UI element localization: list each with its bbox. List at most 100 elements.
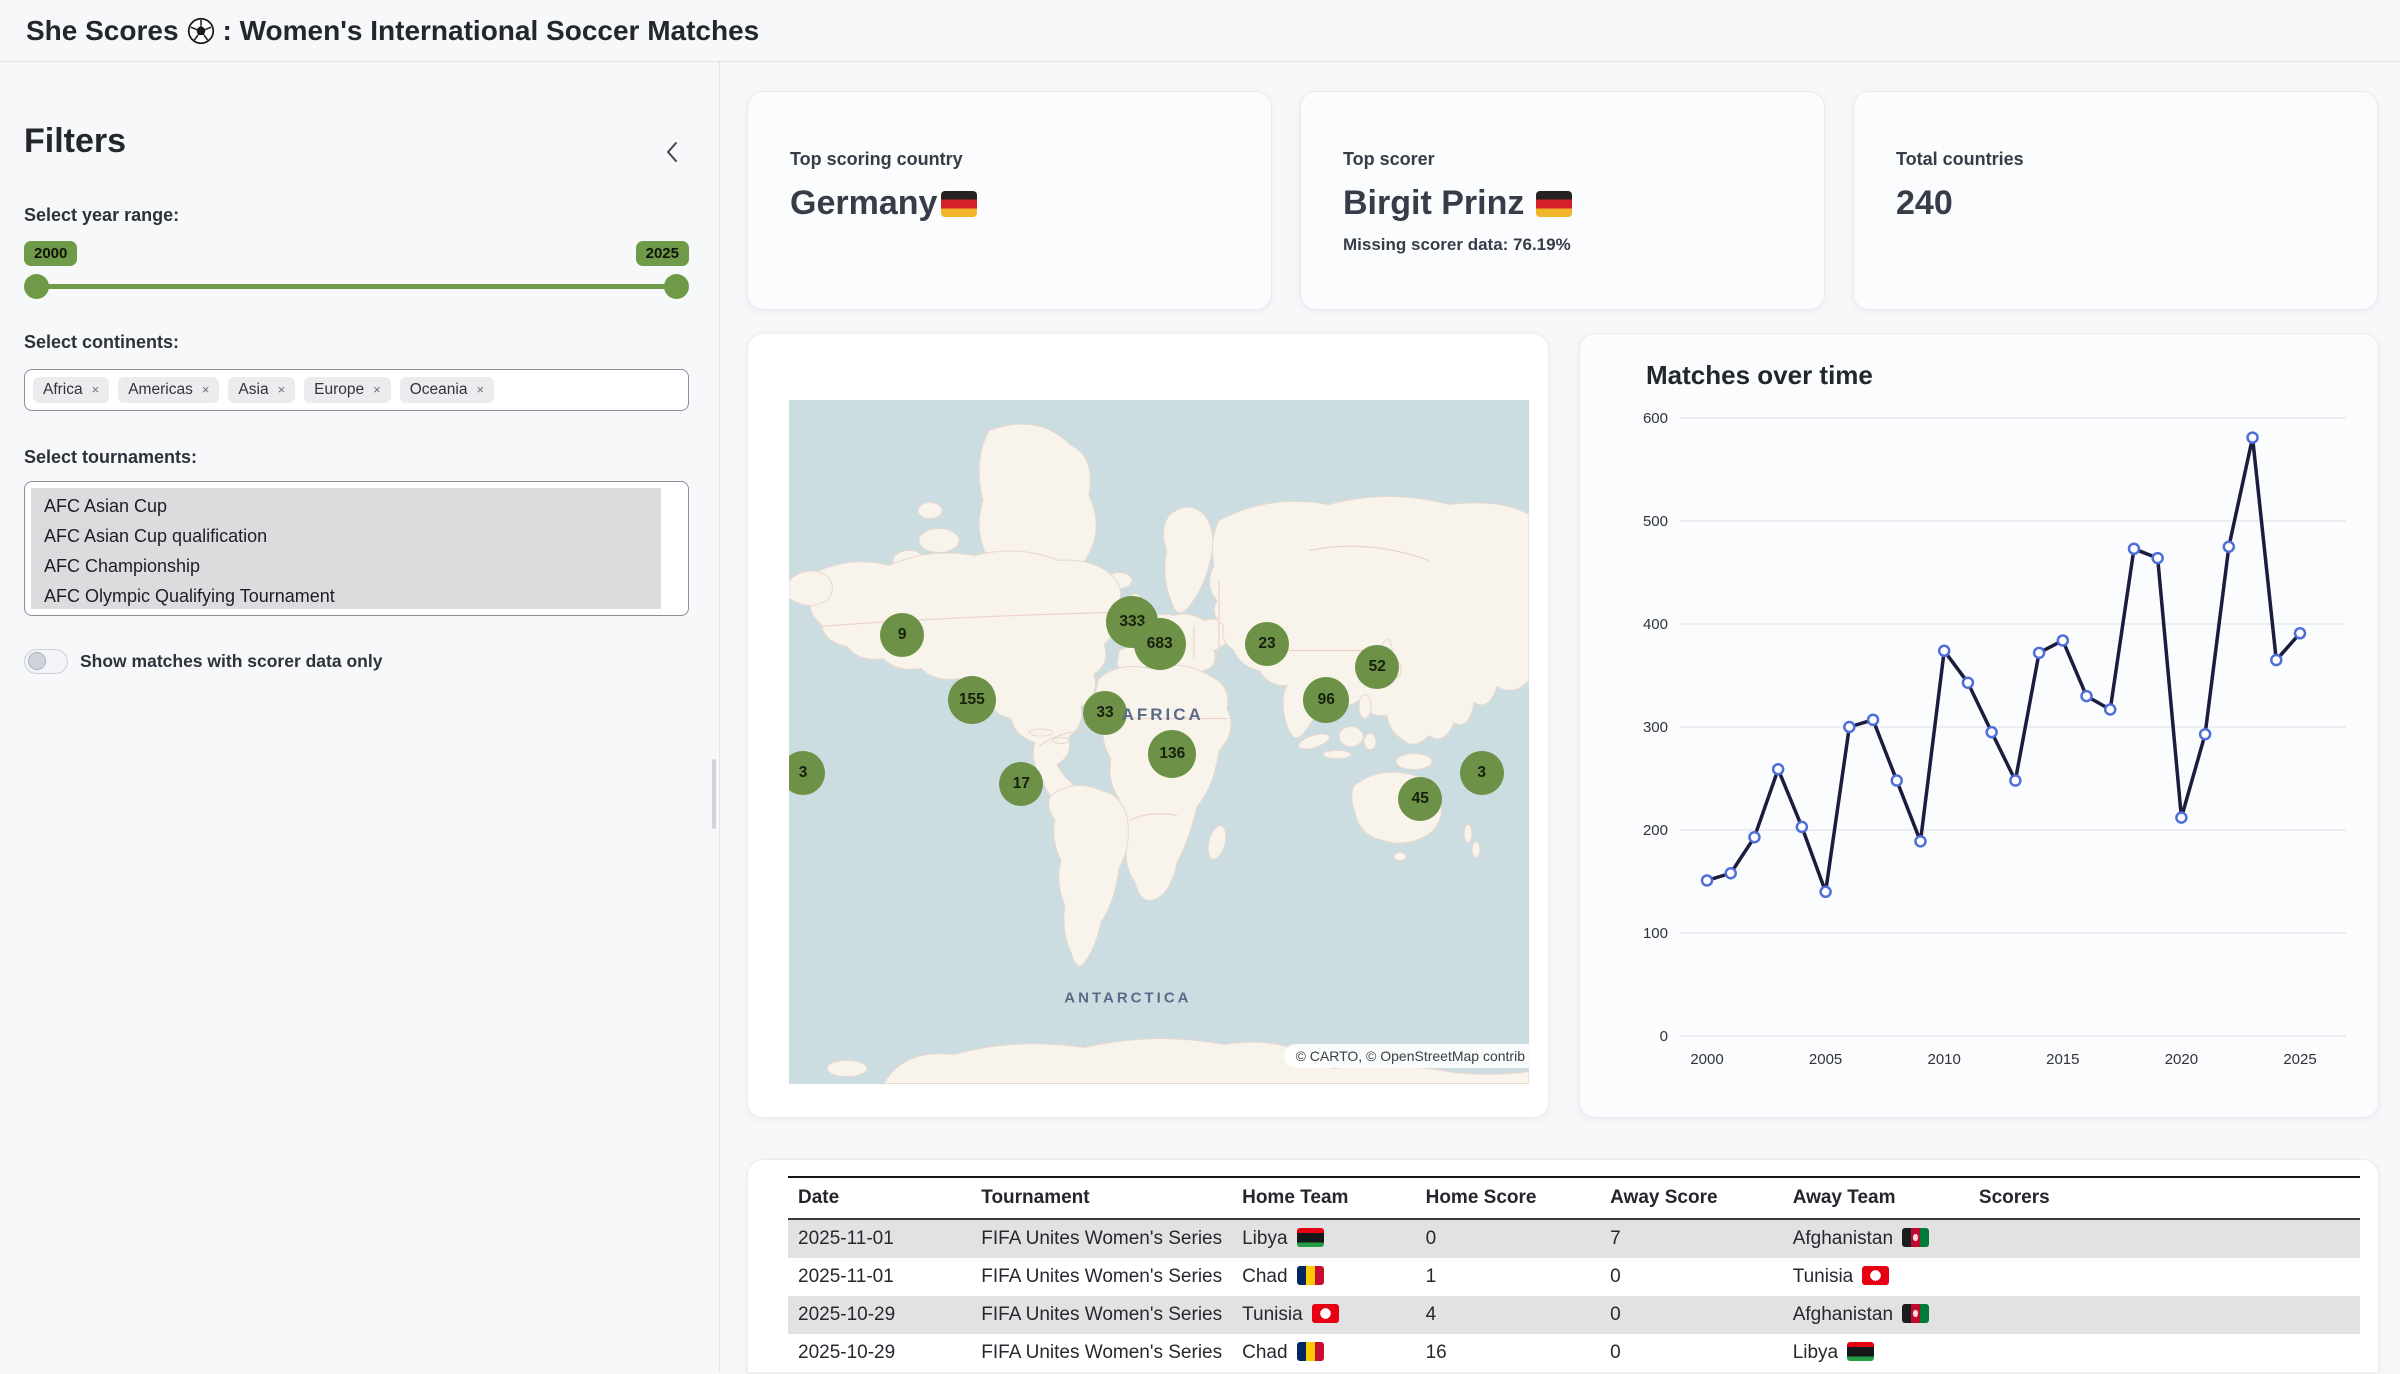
tournament-option[interactable]: AFC Olympic Qualifying Tournament bbox=[31, 581, 661, 611]
map-cluster-marker[interactable]: 3 bbox=[1460, 751, 1504, 795]
germany-flag-icon bbox=[1536, 191, 1572, 217]
continent-tag[interactable]: Asia × bbox=[228, 377, 295, 403]
table-cell: Libya bbox=[1232, 1219, 1415, 1258]
continents-multiselect[interactable]: Africa×Americas×Asia×Europe×Oceania× bbox=[24, 369, 689, 411]
table-cell bbox=[1600, 1372, 1783, 1373]
scorer-data-toggle[interactable] bbox=[24, 649, 68, 674]
stat-value: Birgit Prinz bbox=[1343, 184, 1524, 223]
matches-over-time-card: Matches over time 0100200300400500600200… bbox=[1579, 333, 2379, 1118]
map-cluster-marker[interactable]: 155 bbox=[948, 676, 996, 724]
map-cluster-marker[interactable]: 33 bbox=[1083, 691, 1127, 735]
svg-text:0: 0 bbox=[1660, 1028, 1668, 1045]
continent-tag[interactable]: Americas × bbox=[118, 377, 219, 403]
ly-flag-icon bbox=[1847, 1342, 1874, 1361]
stat-card-total-countries: Total countries 240 bbox=[1853, 91, 2378, 310]
table-cell bbox=[971, 1372, 1232, 1373]
svg-text:400: 400 bbox=[1643, 616, 1668, 633]
table-row: 2025-10-29FIFA Unites Women's SeriesChad… bbox=[788, 1334, 2360, 1372]
stat-caption: Missing scorer data: 76.19% bbox=[1343, 235, 1824, 255]
remove-continent-icon[interactable]: × bbox=[373, 381, 381, 399]
map-cluster-marker[interactable]: 9 bbox=[880, 613, 924, 657]
table-cell: 1 bbox=[1416, 1258, 1601, 1296]
td-flag-icon bbox=[1297, 1266, 1324, 1285]
tournaments-listbox[interactable]: AFC Asian CupAFC Asian Cup qualification… bbox=[24, 481, 689, 616]
table-cell bbox=[1969, 1219, 2360, 1258]
continent-tag[interactable]: Europe× bbox=[304, 377, 391, 403]
table-cell: 7 bbox=[1600, 1219, 1783, 1258]
map-cluster-marker[interactable]: 683 bbox=[1134, 618, 1186, 670]
slider-track[interactable] bbox=[36, 284, 677, 289]
stat-card-top-scoring-country: Top scoring country Germany bbox=[747, 91, 1272, 310]
tn-flag-icon bbox=[1862, 1266, 1889, 1285]
table-column-header: Away Team bbox=[1783, 1177, 1969, 1219]
continent-tag-label: Americas bbox=[128, 381, 193, 399]
svg-text:2000: 2000 bbox=[1690, 1051, 1723, 1068]
stat-card-top-scorer: Top scorer Birgit Prinz Missing scorer d… bbox=[1300, 91, 1825, 310]
table-column-header: Away Score bbox=[1600, 1177, 1783, 1219]
map-cluster-marker[interactable]: 45 bbox=[1398, 777, 1442, 821]
tournament-option[interactable]: AFC Asian Cup bbox=[31, 491, 661, 521]
map-card: 915517333368333136235296453AFRICAANTARCT… bbox=[747, 333, 1549, 1118]
scorer-data-toggle-label: Show matches with scorer data only bbox=[80, 651, 382, 672]
table-column-header: Home Score bbox=[1416, 1177, 1601, 1219]
tournaments-label: Select tournaments: bbox=[24, 447, 689, 468]
table-cell bbox=[1232, 1372, 1415, 1373]
year-min-badge: 2000 bbox=[24, 241, 77, 266]
world-map[interactable]: 915517333368333136235296453AFRICAANTARCT… bbox=[789, 400, 1529, 1084]
svg-text:2015: 2015 bbox=[2046, 1051, 2079, 1068]
continent-tag-label: Asia bbox=[238, 381, 268, 399]
continent-tag[interactable]: Africa× bbox=[33, 377, 109, 403]
continent-tag[interactable]: Oceania × bbox=[400, 377, 494, 403]
remove-continent-icon[interactable]: × bbox=[278, 381, 286, 399]
table-cell: 4 bbox=[1416, 1296, 1601, 1334]
table-cell: Afghanistan bbox=[1783, 1219, 1969, 1258]
table-cell: 0 bbox=[1600, 1334, 1783, 1372]
map-attribution[interactable]: © CARTO, © OpenStreetMap contrib bbox=[1284, 1044, 1529, 1068]
sidebar-scrollbar[interactable] bbox=[712, 759, 716, 829]
stat-label: Total countries bbox=[1896, 149, 2377, 170]
remove-continent-icon[interactable]: × bbox=[92, 381, 100, 399]
team-name: Tunisia bbox=[1242, 1304, 1303, 1325]
map-cluster-marker[interactable]: 136 bbox=[1148, 730, 1196, 778]
chevron-left-icon bbox=[664, 140, 680, 164]
af-flag-icon bbox=[1902, 1228, 1929, 1247]
map-cluster-marker[interactable]: 23 bbox=[1245, 622, 1289, 666]
table-cell: FIFA Unites Women's Series bbox=[971, 1296, 1232, 1334]
matches-table-card: DateTournamentHome TeamHome ScoreAway Sc… bbox=[747, 1159, 2379, 1373]
svg-text:2020: 2020 bbox=[2165, 1051, 2198, 1068]
ly-flag-icon bbox=[1297, 1228, 1324, 1247]
slider-handle-min[interactable] bbox=[24, 274, 49, 299]
map-cluster-marker[interactable]: 96 bbox=[1303, 677, 1349, 723]
table-cell: 16 bbox=[1416, 1334, 1601, 1372]
table-row: 2025-11-01FIFA Unites Women's SeriesLiby… bbox=[788, 1219, 2360, 1258]
tournament-option[interactable]: AFC Asian Cup qualification bbox=[31, 521, 661, 551]
matches-table: DateTournamentHome TeamHome ScoreAway Sc… bbox=[788, 1176, 2360, 1373]
table-column-header: Home Team bbox=[1232, 1177, 1415, 1219]
continent-tag-label: Oceania bbox=[410, 381, 468, 399]
tournament-option[interactable]: AFC Championship bbox=[31, 551, 661, 581]
app-title-post: : Women's International Soccer Matches bbox=[223, 15, 760, 47]
toggle-knob[interactable] bbox=[28, 652, 46, 670]
year-range-slider[interactable] bbox=[24, 273, 689, 301]
main-content: Top scoring country Germany Top scorer B… bbox=[720, 62, 2400, 1373]
table-cell bbox=[1969, 1372, 2360, 1373]
sidebar-collapse-button[interactable] bbox=[659, 140, 685, 166]
tn-flag-icon bbox=[1312, 1304, 1339, 1323]
slider-handle-max[interactable] bbox=[664, 274, 689, 299]
table-row: 2025-11-01FIFA Unites Women's SeriesChad… bbox=[788, 1258, 2360, 1296]
remove-continent-icon[interactable]: × bbox=[476, 381, 484, 399]
af-flag-icon bbox=[1902, 1304, 1929, 1323]
table-cell: 0 bbox=[1416, 1219, 1601, 1258]
table-cell: FIFA Unites Women's Series bbox=[971, 1219, 1232, 1258]
map-cluster-marker[interactable]: 52 bbox=[1355, 645, 1399, 689]
continents-label: Select continents: bbox=[24, 332, 689, 353]
table-cell bbox=[1969, 1334, 2360, 1372]
table-cell bbox=[788, 1372, 971, 1373]
table-row-partial bbox=[788, 1372, 2360, 1373]
app-header: She Scores : Women's International Socce… bbox=[0, 0, 2400, 62]
team-name: Chad bbox=[1242, 1266, 1287, 1287]
svg-text:200: 200 bbox=[1643, 822, 1668, 839]
remove-continent-icon[interactable]: × bbox=[202, 381, 210, 399]
map-cluster-marker[interactable]: 17 bbox=[999, 762, 1043, 806]
team-name: Libya bbox=[1242, 1228, 1287, 1249]
